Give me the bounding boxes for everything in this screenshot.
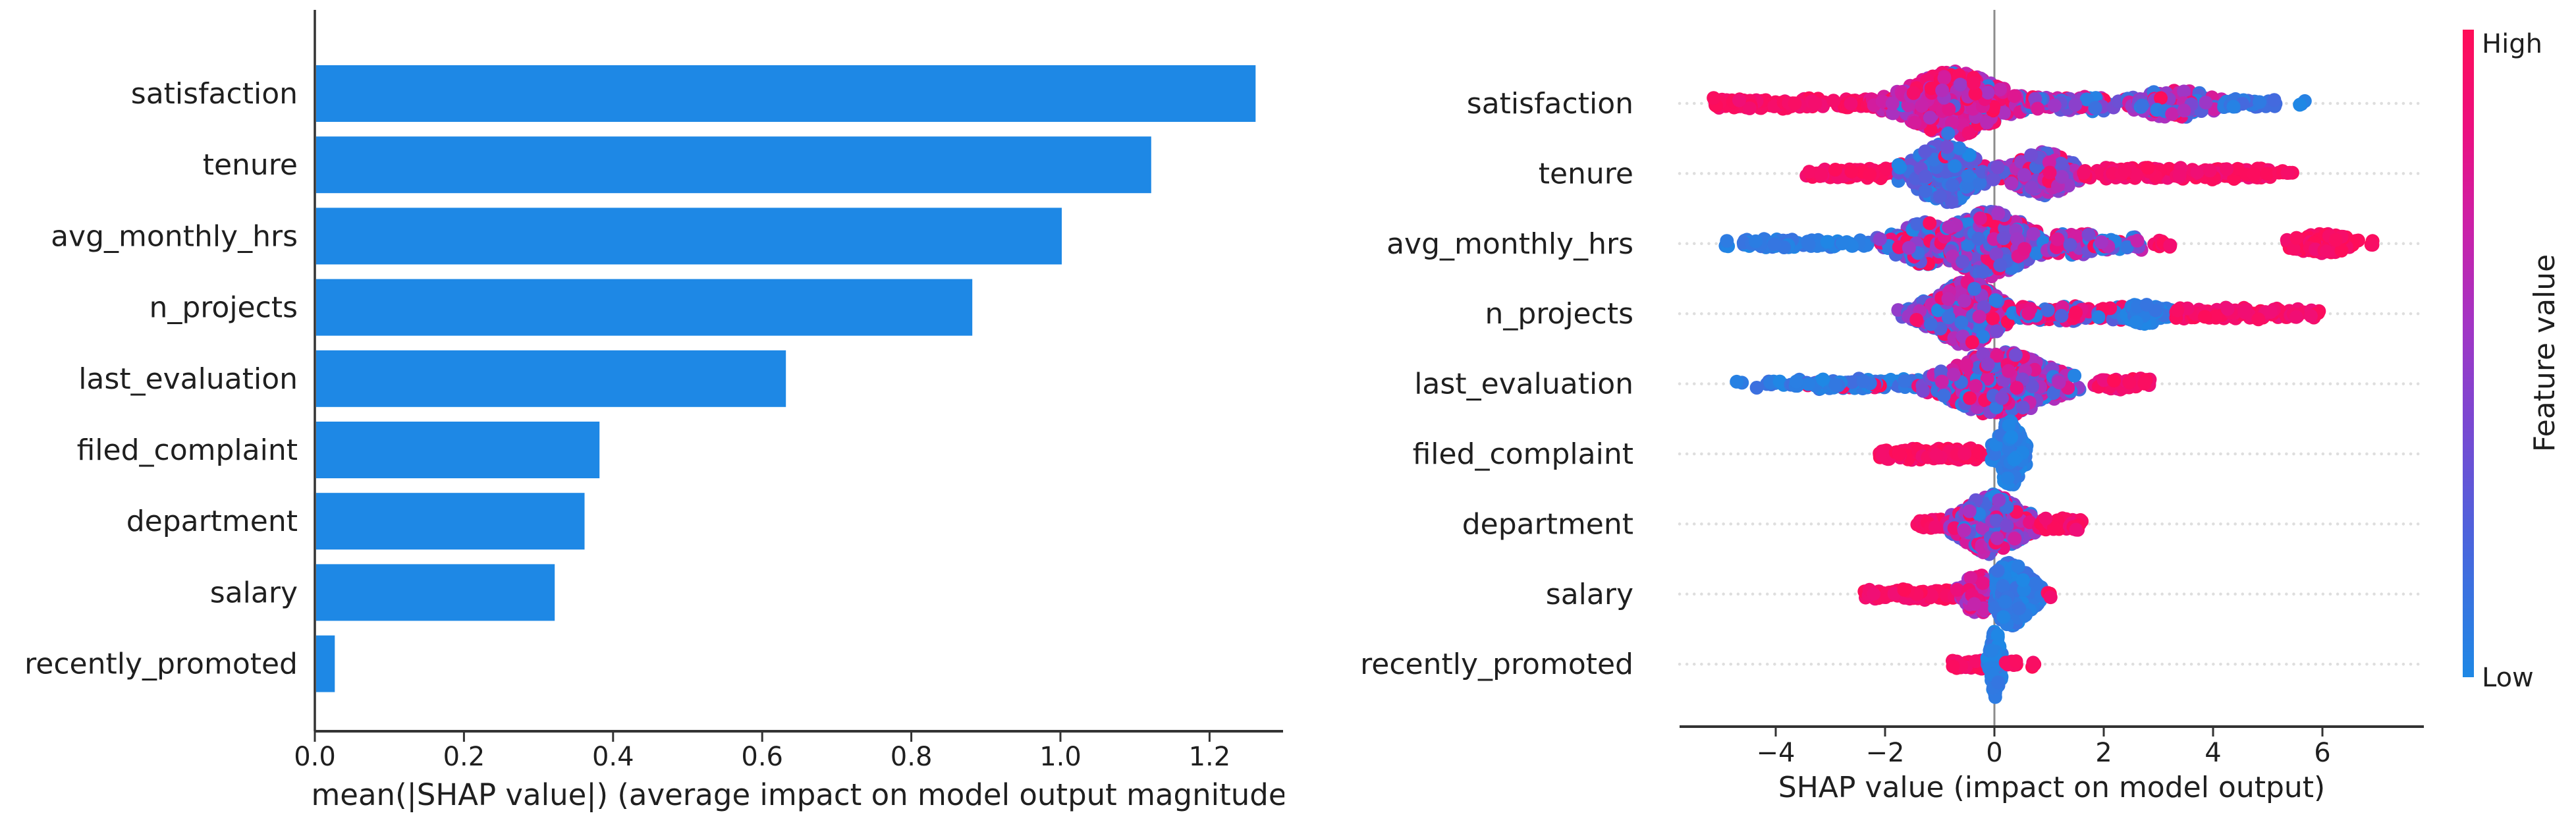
bar-filed_complaint xyxy=(316,422,600,478)
x-tick-label: 1.2 xyxy=(1189,742,1231,772)
beeswarm-plot-area: satisfaction tenure avg_monthly_hrs n_proje… xyxy=(1360,10,2474,768)
x-tick-label: 0 xyxy=(1986,738,2002,768)
bar-recently_promoted xyxy=(316,635,335,692)
colorbar-low-label: Low xyxy=(2482,663,2534,693)
bar-tenure xyxy=(316,136,1151,194)
bar-avg_monthly_hrs xyxy=(316,208,1062,265)
beeswarm-row-n_projects xyxy=(1891,275,2326,352)
bar-category-label: department xyxy=(126,505,298,538)
x-tick-label: −4 xyxy=(1757,738,1795,768)
bar-n_projects xyxy=(316,279,973,336)
beeswarm-row-satisfaction xyxy=(1707,64,2312,142)
beeswarm-category-label: filed_complaint xyxy=(1413,437,1633,471)
mean-shap-bar-chart: satisfaction tenure avg_monthly_hrs n_proje… xyxy=(24,10,1284,812)
x-tick-label: 0.8 xyxy=(891,742,933,772)
beeswarm-category-label: avg_monthly_hrs xyxy=(1386,227,1633,261)
bar-salary xyxy=(316,564,555,621)
bar-category-label: recently_promoted xyxy=(24,648,298,681)
beeswarm-row-filed_complaint xyxy=(1873,414,2034,491)
feature-value-colorbar xyxy=(2463,30,2474,677)
bar-xaxis-label: mean(|SHAP value|) (average impact on mo… xyxy=(311,777,1284,812)
x-tick-label: 1.0 xyxy=(1039,742,1082,772)
x-tick-label: 0.2 xyxy=(443,742,485,772)
bar-department xyxy=(316,493,585,550)
bar-category-label: filed_complaint xyxy=(77,433,298,467)
beeswarm-row-avg_monthly_hrs xyxy=(1718,205,2380,283)
beeswarm-category-label: satisfaction xyxy=(1467,87,1633,121)
bar-plot-area: satisfaction tenure avg_monthly_hrs n_proje… xyxy=(24,10,1283,772)
bar-last_evaluation xyxy=(316,350,786,407)
beeswarm-category-label: n_projects xyxy=(1485,297,1633,331)
colorbar-title: Feature value xyxy=(2528,254,2562,452)
beeswarm-category-label: recently_promoted xyxy=(1360,648,1633,681)
x-tick-label: 0.4 xyxy=(592,742,634,772)
colorbar-high-label: High xyxy=(2482,29,2542,59)
beeswarm-category-label: tenure xyxy=(1539,157,1633,190)
beeswarm-xaxis-label: SHAP value (impact on model output) xyxy=(1778,771,2325,804)
x-tick-label: −2 xyxy=(1866,738,1905,768)
bar-satisfaction xyxy=(316,65,1256,122)
x-tick-label: 2 xyxy=(2095,738,2112,768)
bar-category-label: satisfaction xyxy=(131,77,298,111)
beeswarm-row-recently_promoted xyxy=(1946,625,2042,704)
beeswarm-category-label: last_evaluation xyxy=(1414,368,1633,401)
shap-beeswarm-plot: satisfaction tenure avg_monthly_hrs n_proje… xyxy=(1360,10,2562,804)
beeswarm-row-salary xyxy=(1857,555,2058,632)
bar-category-label: tenure xyxy=(203,148,298,182)
x-tick-label: 0.0 xyxy=(294,742,336,772)
beeswarm-row-department xyxy=(1910,487,2089,561)
bar-category-label: n_projects xyxy=(149,291,298,325)
x-tick-label: 6 xyxy=(2314,738,2330,768)
x-tick-label: 0.6 xyxy=(741,742,783,772)
beeswarm-row-last_evaluation xyxy=(1730,345,2157,424)
beeswarm-category-label: department xyxy=(1462,507,1633,541)
beeswarm-category-label: salary xyxy=(1546,578,1633,611)
beeswarm-row-tenure xyxy=(1799,137,2299,209)
bar-category-label: avg_monthly_hrs xyxy=(51,219,298,253)
bar-category-label: last_evaluation xyxy=(78,362,298,396)
x-tick-label: 4 xyxy=(2205,738,2221,768)
bar-category-label: salary xyxy=(210,576,298,609)
